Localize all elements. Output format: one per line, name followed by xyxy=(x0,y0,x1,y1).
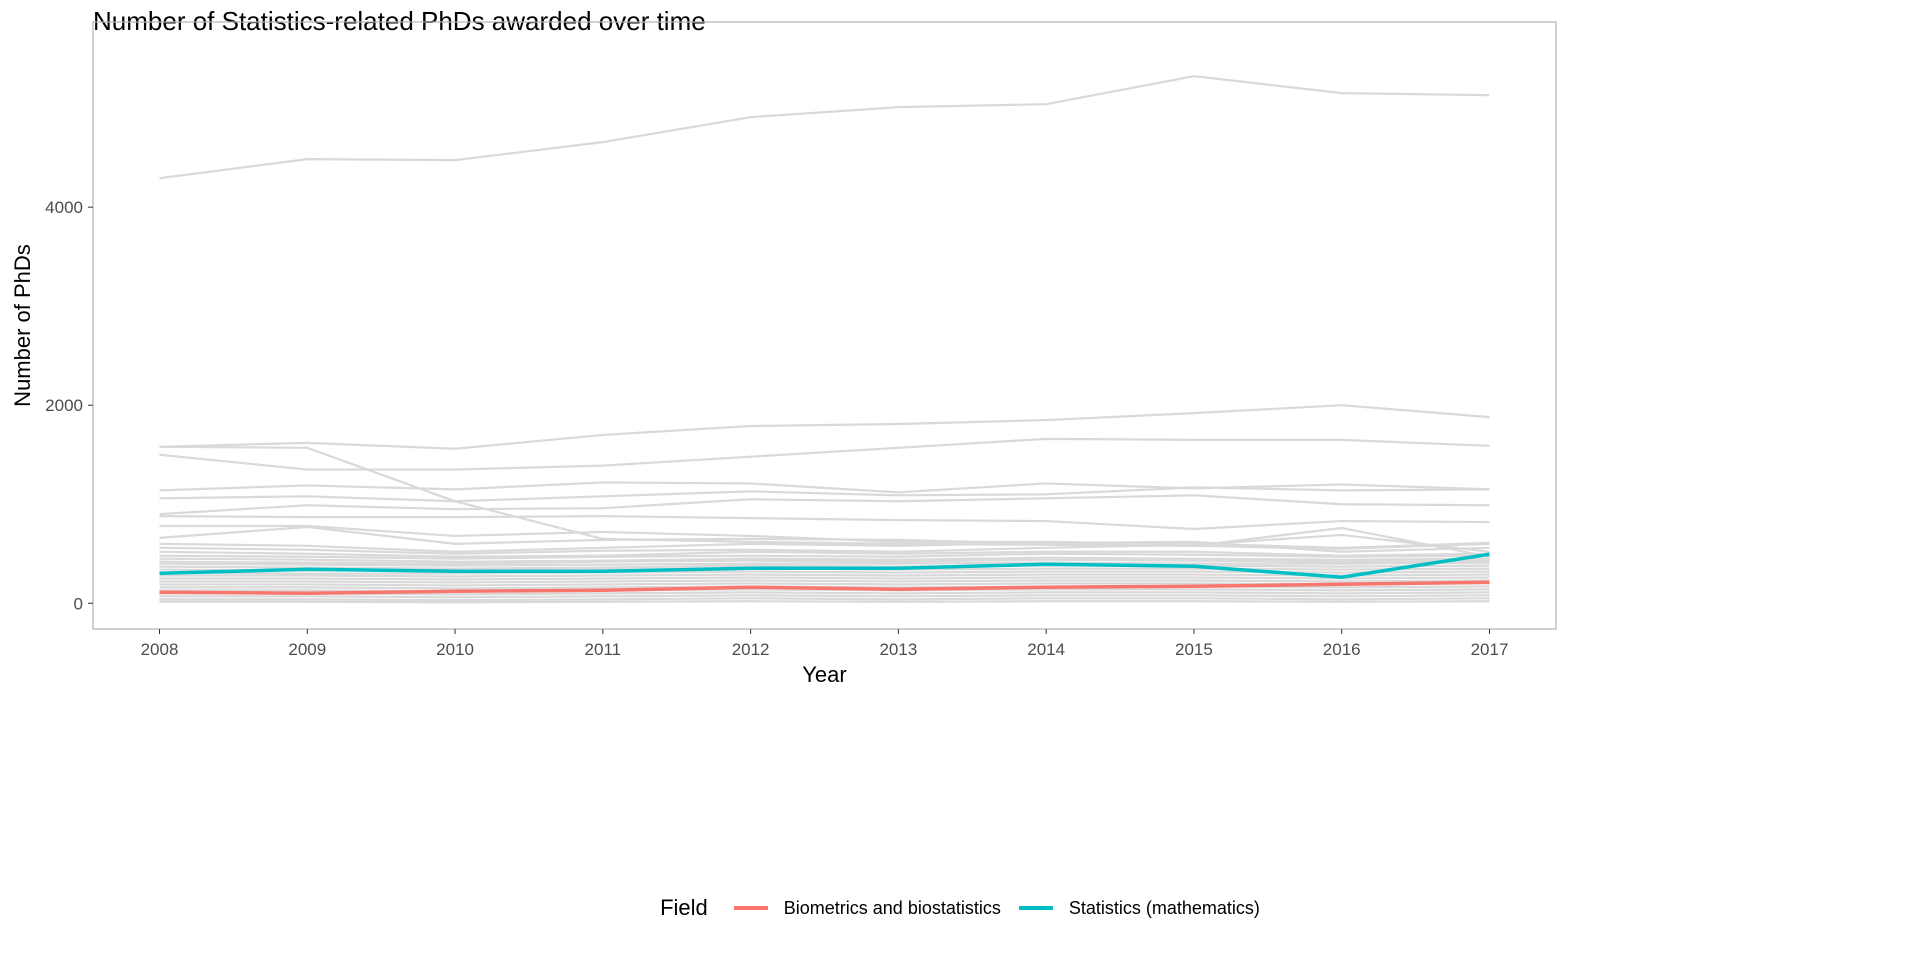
x-tick-label: 2014 xyxy=(1027,640,1065,659)
series-line xyxy=(159,580,1490,596)
x-axis-title: Year xyxy=(802,662,846,687)
x-tick-label: 2011 xyxy=(585,640,622,659)
x-tick-label: 2010 xyxy=(436,640,474,659)
legend-key-statistics xyxy=(1018,906,1053,910)
background-series-line xyxy=(159,600,1490,604)
background-series-line xyxy=(159,533,1490,555)
background-series-line xyxy=(159,404,1490,450)
background-series-line xyxy=(159,573,1490,578)
background-series-line xyxy=(159,437,1490,471)
background-series-line xyxy=(159,550,1490,558)
series-line xyxy=(159,552,1490,579)
legend-key-biometrics xyxy=(733,906,768,910)
background-series-line xyxy=(159,481,1490,494)
y-tick-label: 0 xyxy=(74,594,83,613)
background-series-line xyxy=(159,515,1490,531)
y-axis-title: Number of PhDs xyxy=(10,244,35,407)
background-series-line xyxy=(159,75,1490,180)
background-series-line xyxy=(159,597,1490,602)
x-tick-label: 2016 xyxy=(1323,640,1361,659)
background-series-line xyxy=(159,594,1490,599)
chart-title: Number of Statistics-related PhDs awarde… xyxy=(93,6,706,36)
background-series-line xyxy=(159,486,1490,503)
background-series-line xyxy=(159,558,1490,565)
y-tick-label: 4000 xyxy=(45,198,83,217)
x-tick-label: 2009 xyxy=(288,640,326,659)
panel-border xyxy=(92,21,1557,630)
legend-title: Field xyxy=(660,895,708,920)
x-tick-label: 2013 xyxy=(879,640,917,659)
background-series-line xyxy=(159,576,1490,581)
background-series-line xyxy=(159,579,1490,584)
x-tick-label: 2017 xyxy=(1471,640,1509,659)
x-tick-label: 2015 xyxy=(1175,640,1213,659)
background-series-line xyxy=(159,494,1490,516)
y-tick-label: 2000 xyxy=(45,396,83,415)
background-series-line xyxy=(159,564,1490,570)
background-series-line xyxy=(159,561,1490,567)
x-tick-label: 2012 xyxy=(732,640,770,659)
legend: Field Biometrics and biostatistics Stati… xyxy=(0,895,1920,921)
background-series-line xyxy=(159,525,1490,558)
legend-label-statistics: Statistics (mathematics) xyxy=(1068,897,1260,918)
background-series-line xyxy=(159,552,1490,560)
x-tick-label: 2008 xyxy=(141,640,179,659)
background-series-line xyxy=(159,540,1490,553)
legend-label-biometrics: Biometrics and biostatistics xyxy=(783,897,1001,918)
background-series-line xyxy=(159,556,1490,563)
